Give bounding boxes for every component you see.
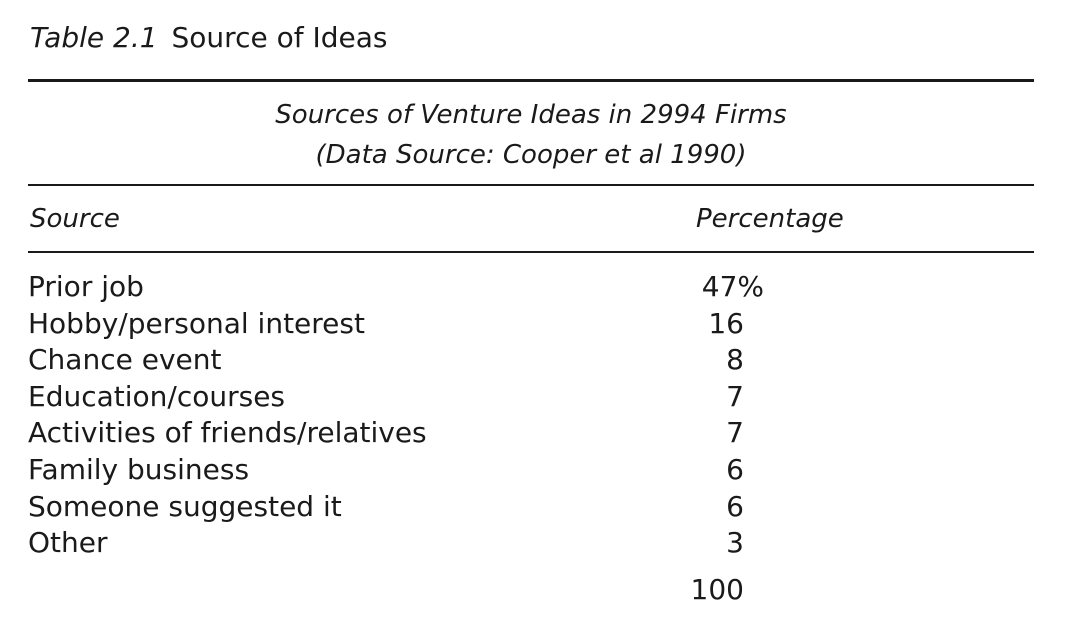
table-row: Education/courses 7 bbox=[0, 379, 1070, 416]
column-header-percentage: Percentage bbox=[696, 204, 844, 234]
subtitle-rule bbox=[28, 184, 1034, 186]
table-caption: Table 2.1 Source of Ideas bbox=[30, 20, 388, 56]
table-row: Prior job 47% bbox=[0, 269, 1070, 306]
row-percentage: 6 bbox=[726, 452, 744, 486]
table-number: Table 2.1 bbox=[30, 21, 158, 54]
row-source: Family business bbox=[28, 452, 250, 486]
row-source: Education/courses bbox=[28, 379, 286, 413]
table-row: Chance event 8 bbox=[0, 342, 1070, 379]
row-source: Other bbox=[28, 526, 108, 560]
row-source: Prior job bbox=[28, 270, 144, 303]
row-percentage: 6 bbox=[726, 489, 744, 523]
table-row: Other 3 bbox=[0, 525, 1070, 562]
table-row: Someone suggested it 6 bbox=[0, 489, 1070, 526]
row-percentage: 7 bbox=[726, 416, 744, 450]
table-row: Activities of friends/relatives 7 bbox=[0, 415, 1070, 452]
table-title: Source of Ideas bbox=[171, 21, 388, 54]
row-percentage: 8 bbox=[726, 343, 744, 377]
total-value: 100 bbox=[690, 573, 744, 606]
row-percentage: 7 bbox=[726, 379, 744, 413]
column-header-source: Source bbox=[30, 204, 120, 234]
row-percentage: 16 bbox=[708, 306, 744, 340]
row-source: Someone suggested it bbox=[28, 489, 342, 523]
table-subtitle: Sources of Venture Ideas in 2994 Firms bbox=[275, 100, 787, 130]
row-source: Activities of friends/relatives bbox=[28, 416, 427, 450]
table-body: Prior job 47% Hobby/personal interest 16… bbox=[0, 269, 1070, 562]
row-percentage: 3 bbox=[726, 526, 744, 560]
table-row: Family business 6 bbox=[0, 452, 1070, 489]
data-source-note: (Data Source: Cooper et al 1990) bbox=[315, 140, 747, 170]
header-rule bbox=[28, 251, 1034, 253]
row-source: Hobby/personal interest bbox=[28, 306, 365, 340]
top-rule bbox=[28, 79, 1034, 82]
row-source: Chance event bbox=[28, 343, 222, 377]
table-row: Hobby/personal interest 16 bbox=[0, 306, 1070, 343]
row-percentage: 47% bbox=[701, 270, 764, 303]
